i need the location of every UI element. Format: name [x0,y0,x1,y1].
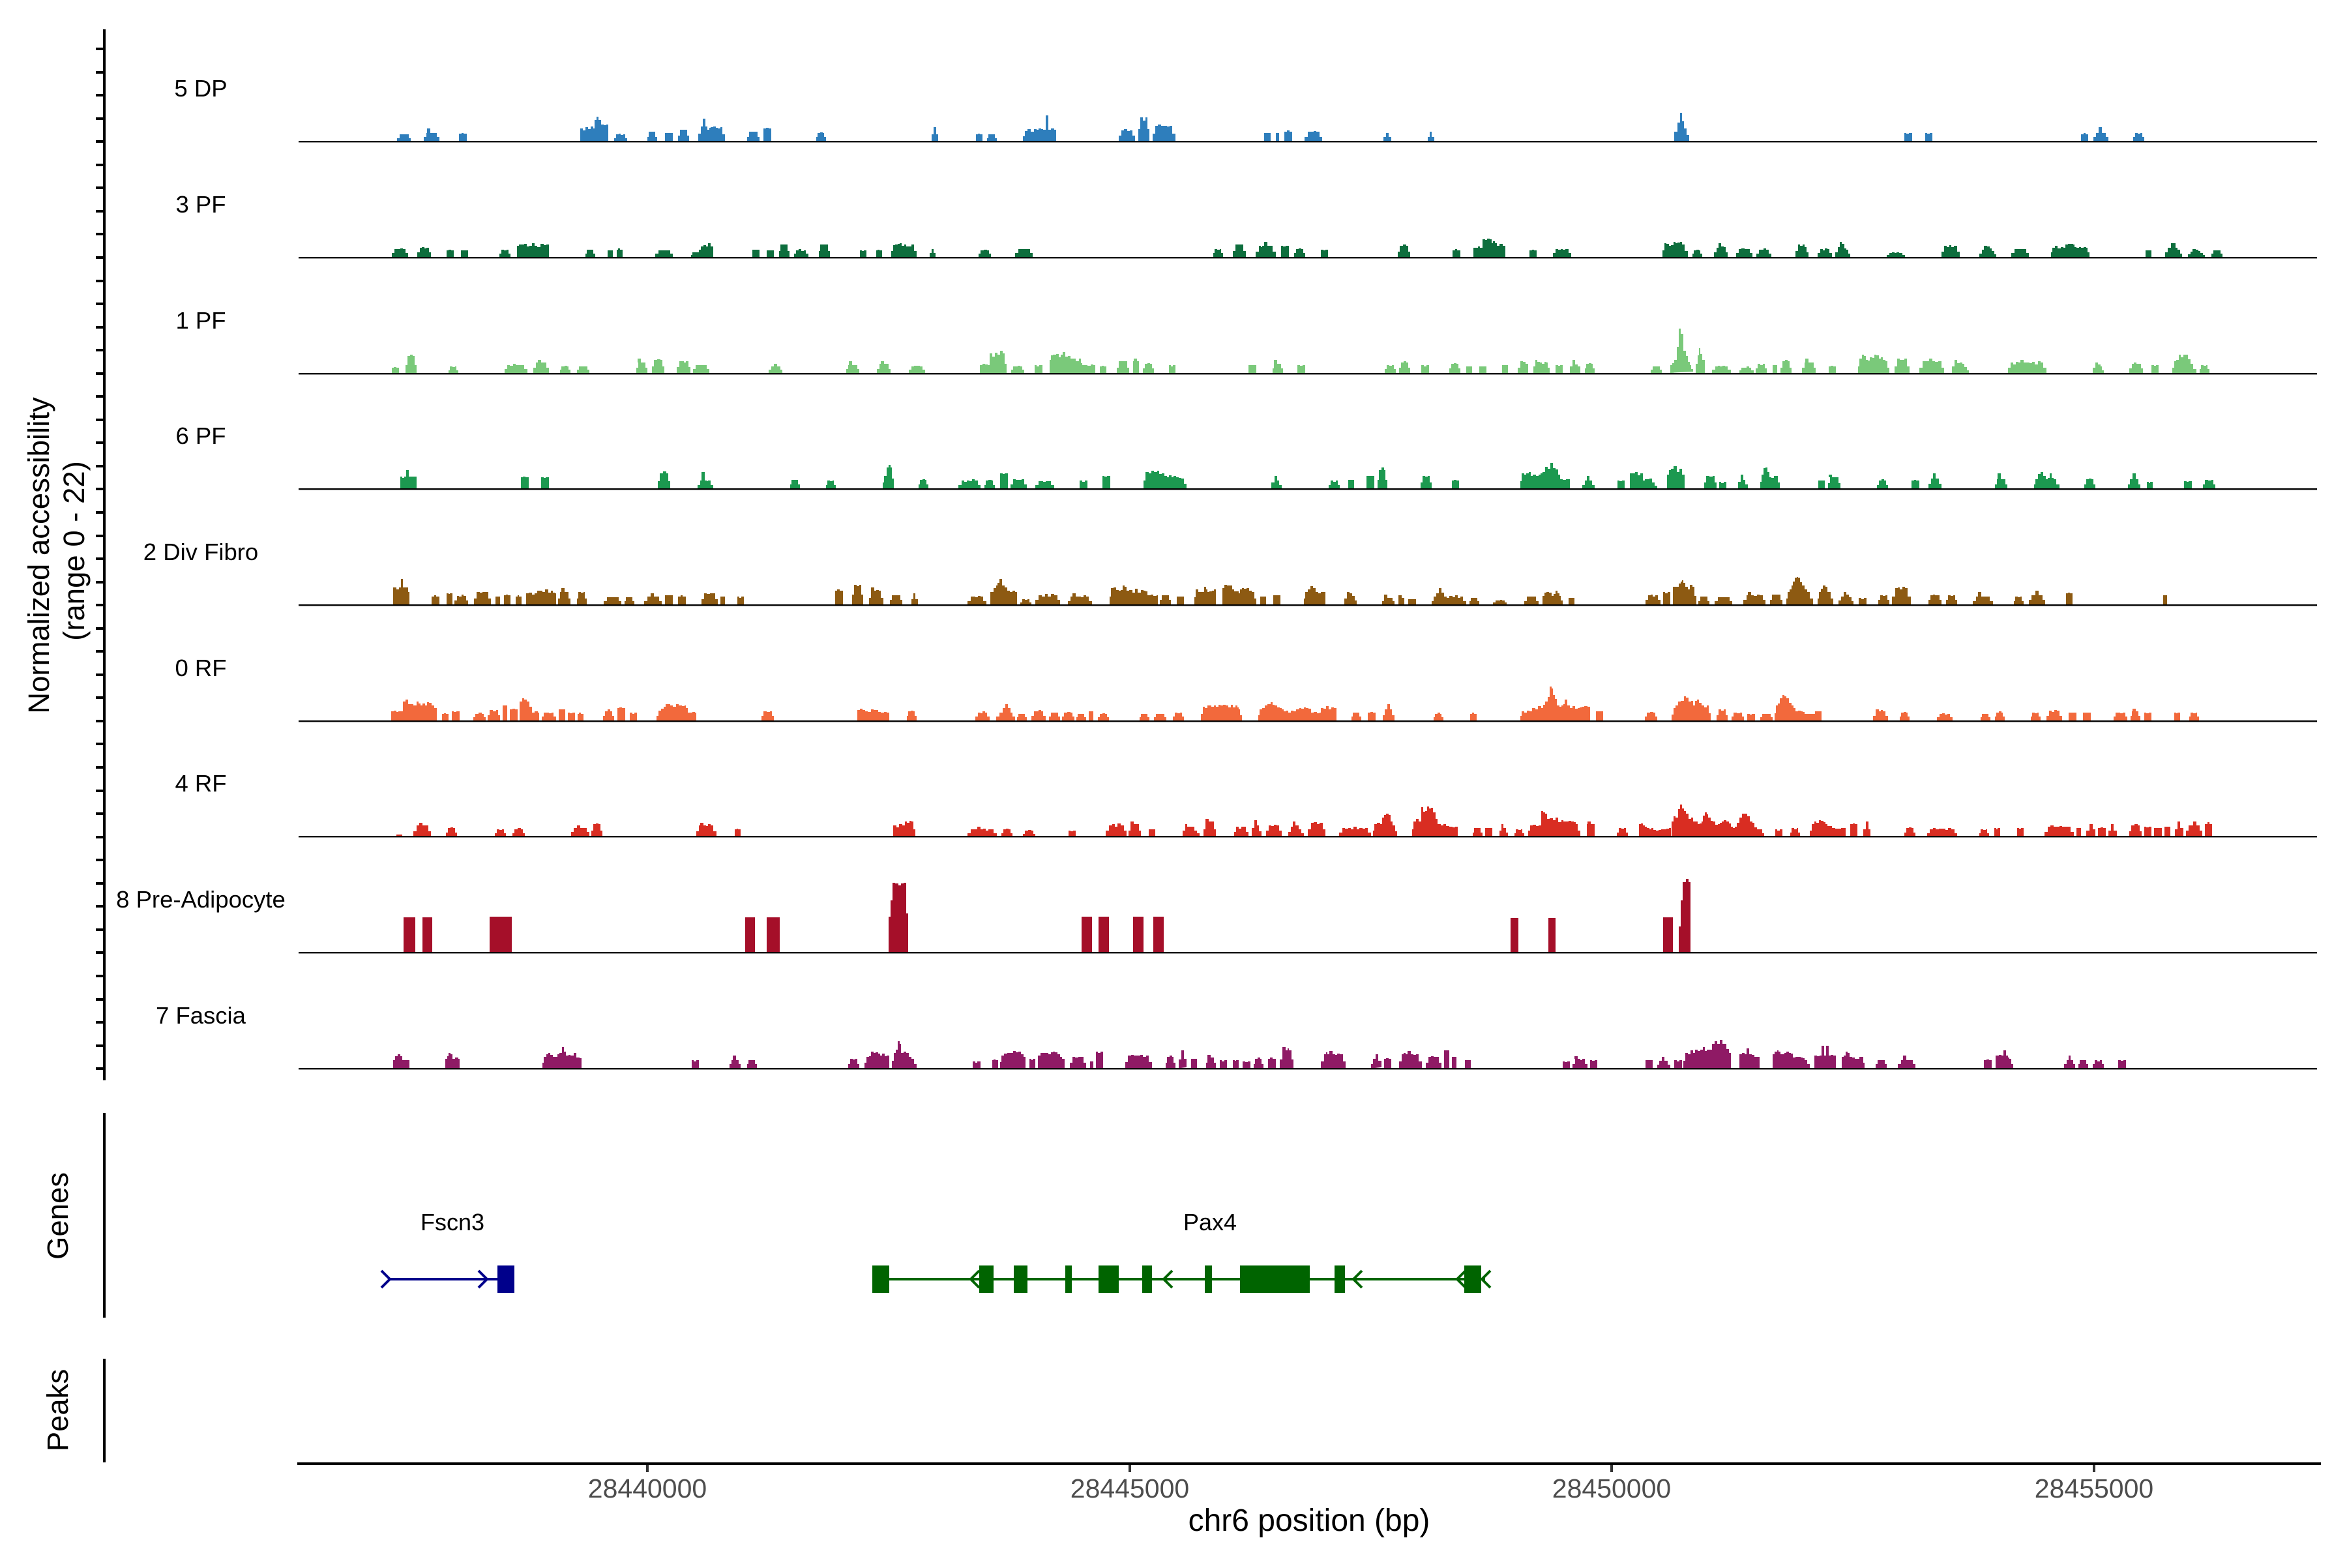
svg-text:Genes: Genes [41,1172,74,1260]
svg-text:Fscn3: Fscn3 [421,1209,484,1235]
svg-text:5 DP: 5 DP [174,75,227,102]
svg-text:28445000: 28445000 [1070,1473,1189,1503]
svg-text:8 Pre-Adipocyte: 8 Pre-Adipocyte [116,886,286,913]
svg-text:28450000: 28450000 [1552,1473,1671,1503]
svg-text:Normalized accessibility: Normalized accessibility [22,397,55,714]
svg-text:7 Fascia: 7 Fascia [156,1002,246,1029]
svg-text:Peaks: Peaks [41,1369,74,1451]
svg-text:(range 0 - 22): (range 0 - 22) [57,461,91,641]
svg-text:chr6 position (bp): chr6 position (bp) [1188,1503,1430,1538]
svg-text:3 PF: 3 PF [175,191,226,218]
svg-text:Pax4: Pax4 [1183,1209,1237,1235]
svg-text:1 PF: 1 PF [175,307,226,334]
svg-text:2 Div Fibro: 2 Div Fibro [143,539,258,565]
svg-text:28440000: 28440000 [588,1473,707,1503]
svg-text:4 RF: 4 RF [175,770,226,797]
svg-text:28455000: 28455000 [2035,1473,2153,1503]
svg-text:6 PF: 6 PF [175,422,226,449]
svg-text:0 RF: 0 RF [175,655,226,681]
